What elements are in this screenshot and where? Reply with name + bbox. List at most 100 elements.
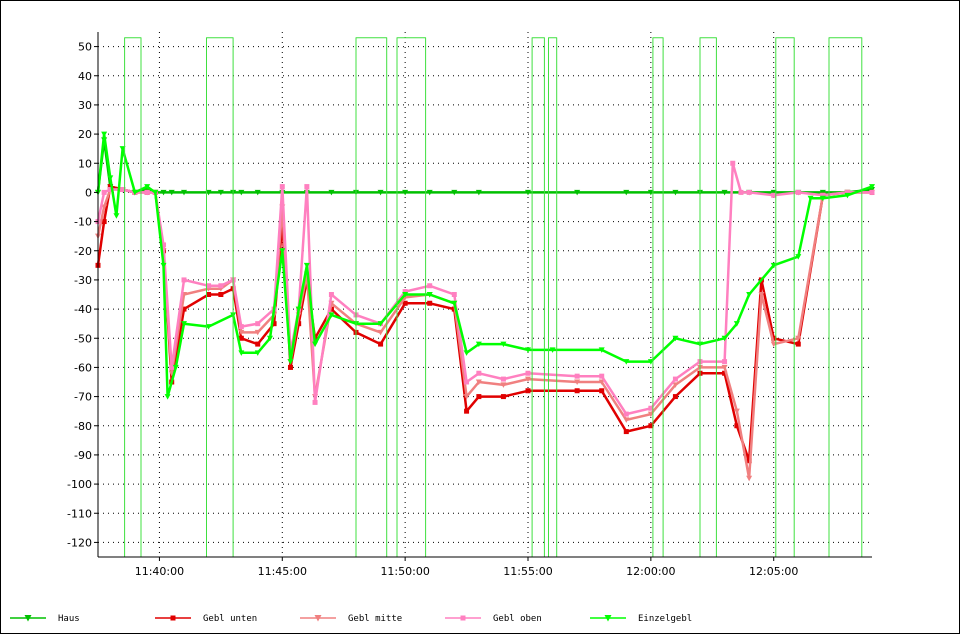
series-3-point-41: [771, 192, 777, 198]
series-3-point-39: [738, 189, 744, 195]
series-3-point-30: [525, 370, 531, 376]
series-0-point-9: [181, 189, 187, 196]
x-tick-label-4: 12:00:00: [626, 565, 675, 578]
series-4-point-4: [119, 146, 126, 152]
series-4-point-6: [144, 184, 151, 190]
series-3-point-25: [427, 283, 433, 289]
y-tick-label-3: 20: [78, 128, 92, 141]
series-2-point-1: [101, 204, 108, 210]
series-4-point-8: [160, 262, 167, 269]
series-3-point-1: [101, 189, 107, 195]
legend-label-4: Einzelgebl: [638, 614, 692, 624]
series-0-point-30: [721, 189, 728, 196]
series-0-point-28: [672, 189, 679, 196]
series-3-point-27: [464, 379, 470, 385]
series-3-point-9: [181, 277, 187, 283]
legend-label-0: Haus: [58, 614, 80, 624]
series-3-point-2: [107, 187, 113, 192]
series-1-point-29: [500, 394, 506, 400]
series-3-point-3: [120, 187, 126, 192]
y-tick-label-8: -30: [74, 274, 92, 287]
series-1-point-42: [795, 341, 801, 347]
series-3-point-43: [820, 192, 826, 198]
series-3-point-8: [169, 364, 175, 370]
y-tick-label-15: -100: [67, 478, 92, 491]
series-0-point-24: [525, 189, 531, 196]
series-3-point-16: [279, 184, 285, 190]
legend-marker-0: [24, 615, 32, 622]
series-2-point-28: [475, 379, 482, 385]
series-4-point-42: [795, 254, 802, 260]
series-2-point-13: [238, 329, 245, 336]
series-3-point-21: [328, 292, 334, 297]
series-lines: [95, 37, 875, 558]
y-tick-label-14: -90: [74, 449, 92, 462]
series-0-point-34: [819, 189, 826, 196]
y-tick-label-1: 40: [78, 70, 92, 83]
series-0-point-23: [475, 189, 482, 196]
y-tick-label-4: 10: [78, 157, 92, 170]
series-1-point-2: [107, 184, 113, 190]
series-line-3: [96, 162, 872, 416]
series-1-point-41: [771, 335, 777, 341]
legend-label-2: Gebl mitte: [348, 614, 402, 624]
series-3-point-40: [746, 189, 752, 195]
series-4-point-16: [267, 335, 273, 342]
series-line-2: [96, 188, 872, 480]
series-2-point-41: [770, 341, 777, 348]
series-1-point-25: [427, 300, 433, 306]
series-3-point-11: [218, 283, 224, 289]
series-4-point-21: [312, 341, 319, 348]
series-2-point-31: [574, 379, 581, 385]
series-3-point-38: [730, 160, 736, 166]
x-tick-label-1: 11:45:00: [258, 565, 307, 578]
series-3-point-20: [312, 399, 318, 405]
series-1-point-37: [722, 370, 728, 376]
series-4-point-9: [164, 394, 171, 400]
series-1-point-24: [402, 300, 408, 306]
series-4-point-22: [328, 312, 335, 318]
x-tick-label-0: 11:40:00: [135, 565, 184, 578]
series-0-point-13: [238, 189, 245, 196]
series-0-point-17: [328, 189, 335, 196]
series-4-point-34: [623, 359, 630, 365]
series-2-point-29: [500, 382, 507, 388]
series-4-point-43: [807, 195, 814, 202]
series-line-5: [98, 37, 872, 558]
series-4-point-44: [819, 195, 826, 202]
series-2-point-27: [463, 394, 470, 400]
series-4-point-7: [152, 189, 159, 196]
series-4-point-46: [869, 184, 875, 190]
legend: Haus Gebl unten Gebl mitte Gebl oben Einzelg…: [10, 614, 692, 624]
y-tick-label-11: -60: [74, 361, 92, 374]
series-4-point-17: [279, 248, 286, 254]
series-2-point-39: [746, 475, 753, 482]
series-4-point-11: [181, 321, 187, 327]
series-2-point-23: [377, 329, 384, 336]
series-2-point-14: [254, 329, 261, 336]
series-1-point-13: [238, 335, 244, 341]
series-4-point-1: [101, 131, 108, 138]
legend-marker-1: [170, 615, 176, 621]
series-0-point-32: [770, 189, 777, 196]
series-1-point-14: [255, 341, 261, 347]
series-0-point-10: [205, 189, 212, 196]
series-2-point-34: [647, 411, 654, 418]
series-4-point-41: [770, 262, 777, 269]
series-3-point-13: [238, 324, 244, 330]
series-4-point-39: [733, 321, 740, 327]
series-3-point-7: [161, 242, 167, 248]
series-3-point-26: [451, 292, 457, 297]
series-3-point-31: [574, 373, 580, 379]
series-line-0: [96, 138, 873, 194]
legend-label-1: Gebl unten: [203, 614, 257, 624]
series-3-point-44: [844, 189, 850, 195]
series-4-point-25: [402, 292, 409, 298]
series-4-point-15: [254, 350, 261, 356]
series-3-point-10: [206, 283, 212, 289]
y-tick-label-16: -110: [67, 507, 92, 520]
series-3-point-24: [402, 289, 408, 295]
legend-marker-2: [314, 615, 322, 622]
series-3-point-42: [795, 189, 801, 195]
series-3-point-5: [144, 189, 150, 195]
